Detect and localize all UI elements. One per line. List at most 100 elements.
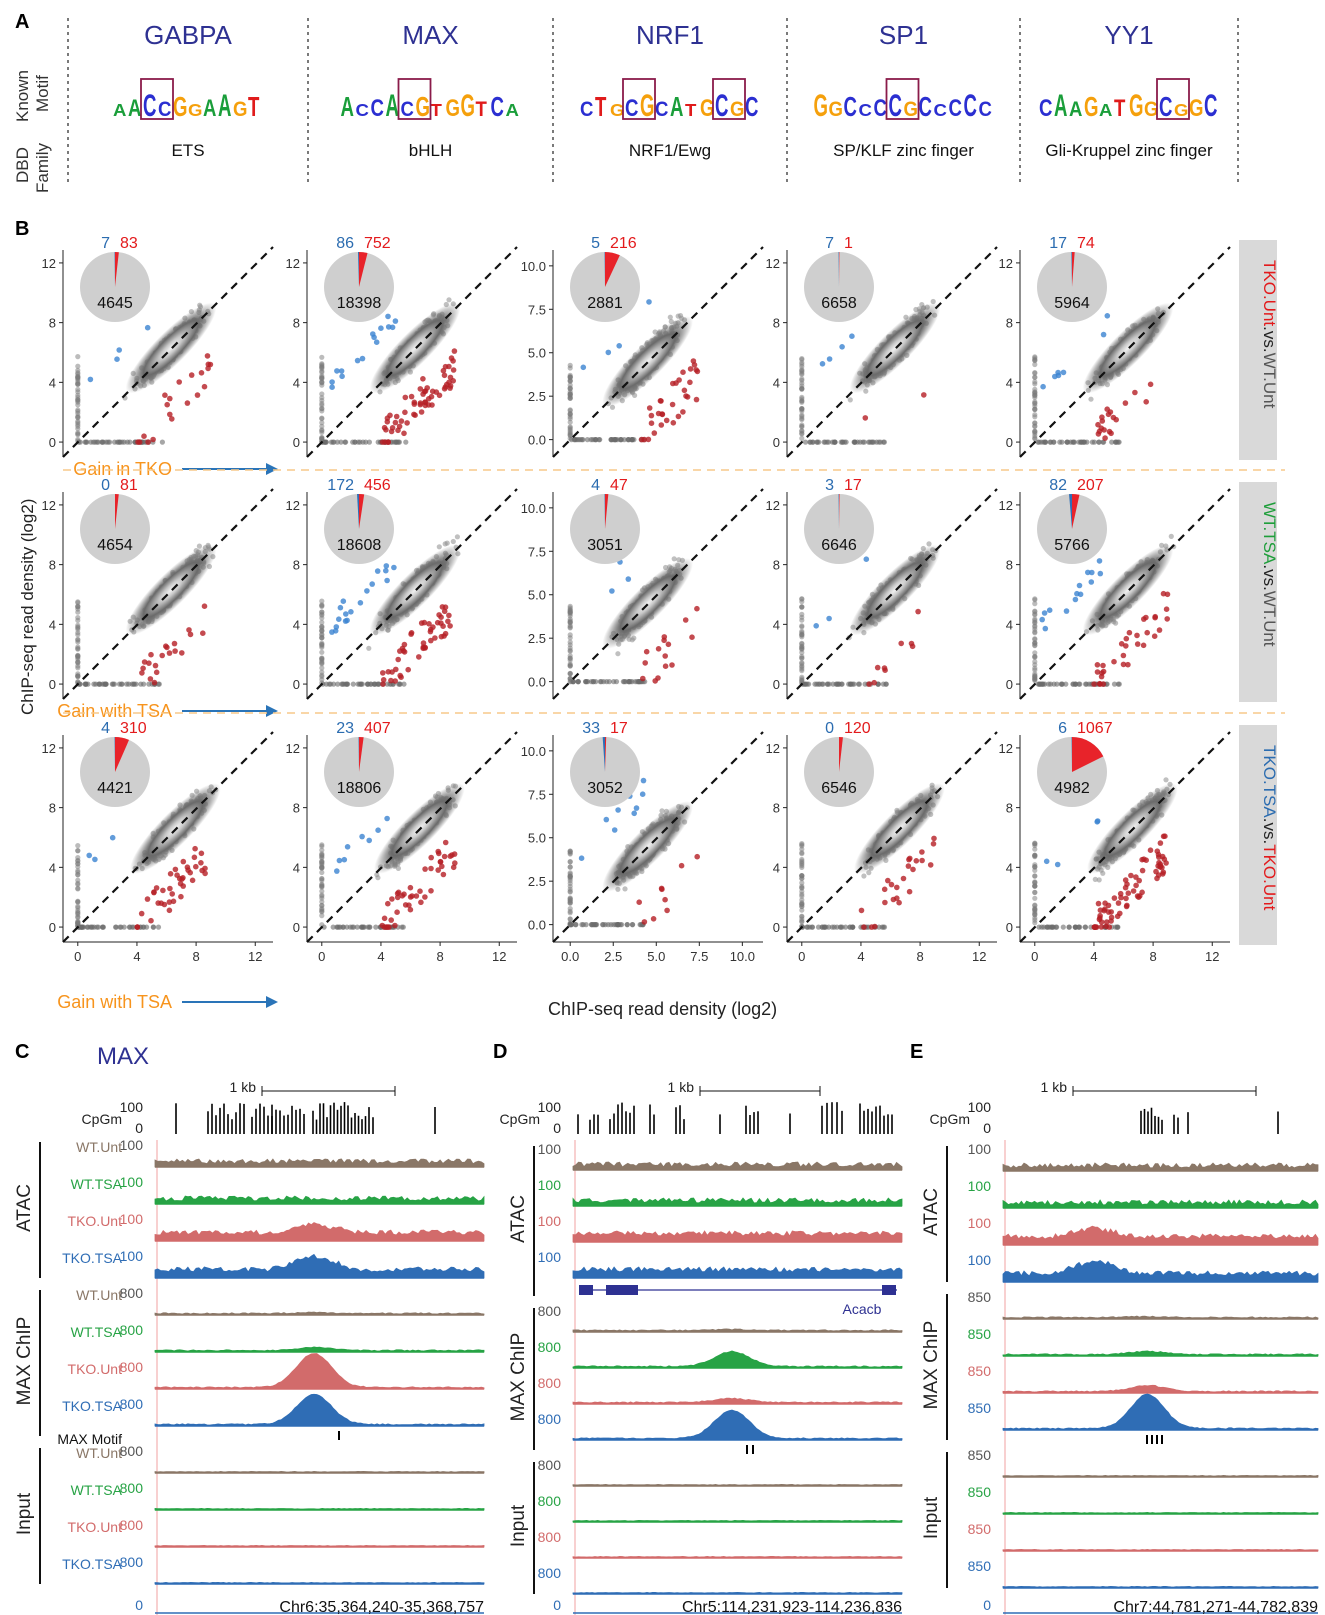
- point-gain-y: [384, 577, 390, 584]
- point-gain-x: [429, 402, 435, 408]
- y-tick-label: 5.0: [528, 588, 546, 603]
- point: [319, 420, 325, 426]
- point-gain-x: [416, 654, 422, 660]
- tf-name: GABPA: [144, 20, 232, 50]
- point: [352, 439, 358, 445]
- y-tick-label: 4: [773, 375, 780, 390]
- motif-letter: G: [416, 92, 430, 123]
- point-gain-x: [141, 433, 147, 440]
- point: [450, 538, 456, 545]
- point: [799, 668, 805, 674]
- dbd-family: SP/KLF zinc finger: [833, 141, 974, 160]
- point: [326, 681, 332, 687]
- point: [75, 375, 81, 382]
- point-gain-y: [609, 588, 615, 594]
- point: [319, 380, 325, 386]
- point-gain-x: [657, 398, 664, 404]
- y-tick-label: 5.0: [528, 346, 546, 361]
- pie-count-gray: 2881: [587, 295, 623, 312]
- point-gain-x: [663, 417, 670, 424]
- point-gain-y: [370, 331, 376, 337]
- point-gain-x: [398, 418, 405, 424]
- point-gain-x: [148, 651, 154, 658]
- point-gain-x: [680, 409, 686, 415]
- point-gain-x: [646, 405, 653, 411]
- y-tick-label: 12: [42, 498, 56, 513]
- point: [583, 679, 590, 685]
- point: [442, 541, 448, 547]
- point: [75, 654, 81, 660]
- row-label-family: Family: [33, 142, 52, 193]
- point: [567, 616, 573, 622]
- motif-letter: A: [341, 92, 354, 123]
- motif-letter: C: [934, 101, 947, 120]
- motif-letter: A: [506, 101, 519, 120]
- panel-b-ylabel: ChIP-seq read density (log2): [18, 499, 37, 715]
- point-gain-x: [167, 411, 173, 418]
- point: [567, 603, 573, 610]
- y-tick-label: 8: [49, 558, 56, 573]
- point: [830, 439, 836, 445]
- point: [319, 391, 325, 397]
- point-gain-y: [839, 344, 845, 350]
- y-tick-label: 2.5: [528, 389, 546, 404]
- point: [343, 439, 349, 445]
- point-gain-x: [166, 650, 173, 656]
- pie-count-red: 83: [120, 235, 138, 252]
- pie-count-gray: 6658: [821, 295, 857, 312]
- point-gain-y: [357, 600, 364, 606]
- point: [99, 439, 105, 445]
- point-gain-x: [436, 392, 443, 399]
- point-gain-x: [194, 392, 201, 398]
- point: [83, 681, 89, 687]
- y-tick-label: 12: [766, 256, 780, 271]
- point: [101, 681, 107, 687]
- motif-letter: C: [655, 98, 668, 121]
- point-gain-x: [145, 439, 151, 445]
- point: [567, 408, 573, 414]
- y-tick-label: 10.0: [521, 259, 546, 274]
- y-tick-label: 0: [773, 435, 780, 450]
- point-gain-y: [329, 384, 335, 391]
- point-gain-y: [340, 598, 347, 604]
- point-gain-x: [389, 669, 395, 675]
- point: [319, 598, 325, 604]
- point-gain-x: [662, 653, 668, 659]
- point-gain-x: [447, 623, 453, 629]
- point: [338, 439, 344, 445]
- y-tick-label: 4: [293, 617, 300, 632]
- point-gain-x: [139, 670, 145, 676]
- point: [403, 439, 409, 445]
- point-gain-y: [385, 313, 391, 320]
- point: [1032, 412, 1038, 418]
- point-gain-y: [348, 609, 354, 615]
- point: [799, 413, 805, 420]
- point: [93, 681, 99, 687]
- point: [629, 679, 635, 685]
- point-gain-x: [171, 640, 178, 647]
- point-gain-x: [421, 619, 428, 626]
- point: [75, 663, 81, 669]
- point: [1032, 357, 1038, 363]
- point: [75, 392, 81, 398]
- point-gain-x: [642, 660, 648, 666]
- point: [876, 439, 882, 445]
- point-gain-x: [200, 630, 206, 636]
- point-gain-y: [336, 616, 342, 622]
- motif-letter: C: [859, 101, 872, 120]
- point: [799, 408, 805, 414]
- point: [375, 681, 381, 687]
- point-gain-y: [605, 349, 612, 356]
- point-gain-y: [144, 324, 151, 331]
- point: [360, 439, 366, 445]
- point: [799, 435, 805, 441]
- point: [446, 297, 452, 303]
- point-gain-x: [447, 385, 453, 391]
- point-gain-y: [87, 376, 94, 383]
- point-gain-x: [163, 643, 169, 649]
- motif-letter: C: [143, 89, 156, 123]
- pie-count-blue: 3: [825, 477, 834, 494]
